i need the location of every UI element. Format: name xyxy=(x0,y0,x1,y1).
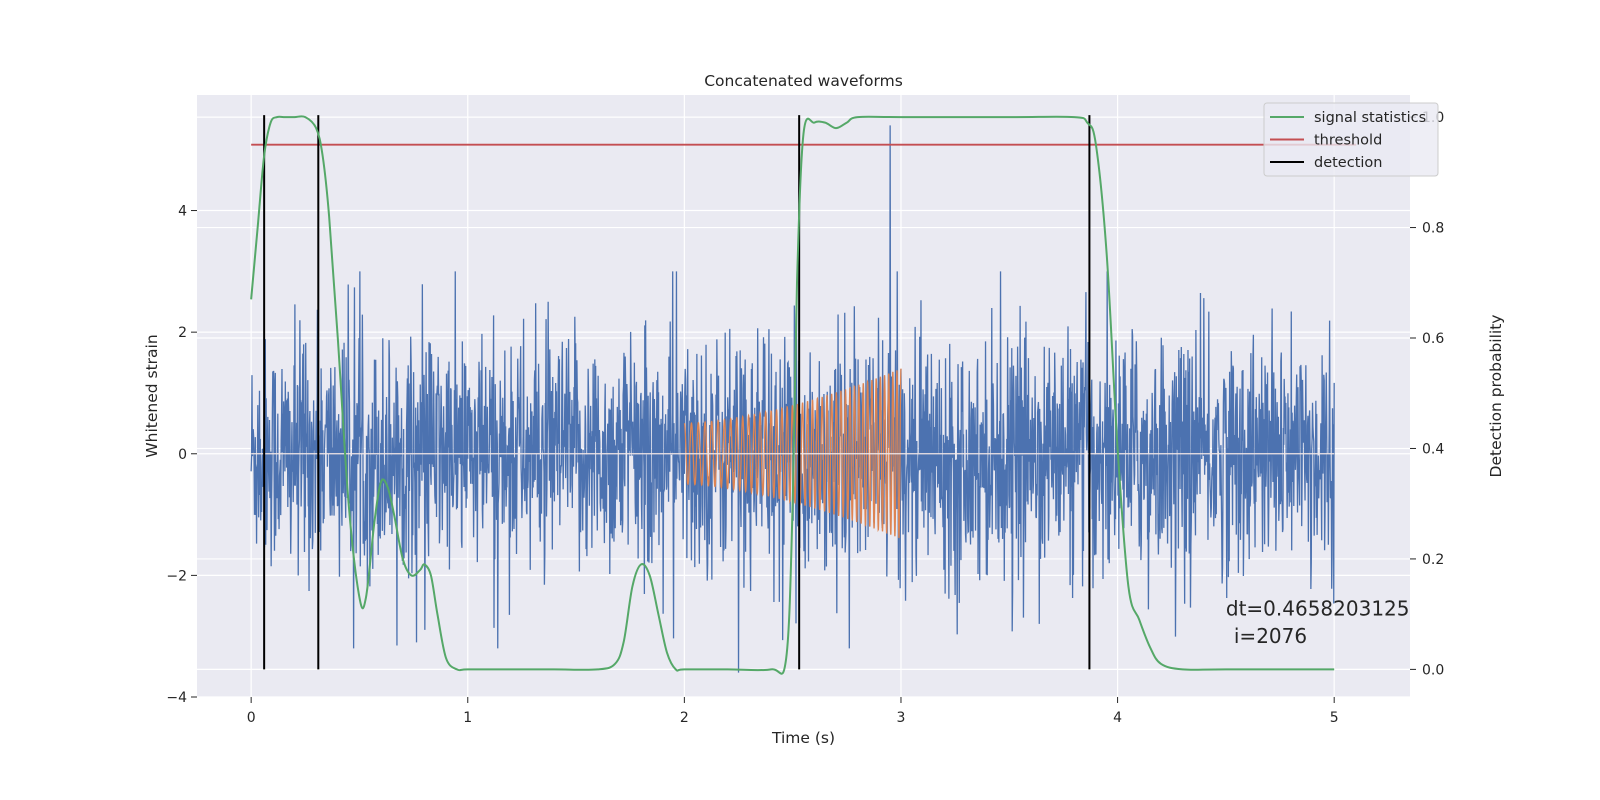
legend-box xyxy=(1263,102,1439,177)
injected-waveform-line xyxy=(683,368,902,539)
legend: signal statistics threshold detection xyxy=(1263,102,1439,177)
x-tick-label: 2 xyxy=(680,710,689,726)
y-axis-left-label: Whitened strain xyxy=(143,334,161,457)
x-axis-label: Time (s) xyxy=(771,729,835,747)
legend-label-threshold: threshold xyxy=(1314,133,1382,149)
y-right-tick-label: 0.8 xyxy=(1422,221,1444,237)
legend-label-signal-statistics: signal statistics xyxy=(1314,110,1426,126)
y-right-tick-label: 0.2 xyxy=(1422,552,1444,568)
y-left-tick-label: 0 xyxy=(178,447,187,463)
y-axis-right-label: Detection probability xyxy=(1487,315,1505,478)
y-right-tick-label: 0.4 xyxy=(1422,441,1444,457)
whitened-strain-line xyxy=(250,125,1335,673)
x-tick-label: 1 xyxy=(463,710,472,726)
y-left-tick-label: −4 xyxy=(166,690,187,706)
annotation-dt: dt=0.4658203125 xyxy=(1226,597,1410,621)
signal-statistics-series xyxy=(250,115,1335,675)
y-right-tick-label: 0.6 xyxy=(1422,331,1444,347)
x-tick-label: 4 xyxy=(1113,710,1122,726)
y-left-tick-label: 2 xyxy=(178,325,187,341)
x-tick-label: 0 xyxy=(247,710,256,726)
y-right-tick-label: 0.0 xyxy=(1422,662,1444,678)
grid-lines xyxy=(197,95,1410,698)
whitened-strain-series xyxy=(250,125,1335,673)
detection-lines xyxy=(263,115,1091,670)
y-left-tick-label: 4 xyxy=(178,204,187,220)
annotation-index: i=2076 xyxy=(1234,624,1307,648)
y-left-tick-label: −2 xyxy=(166,568,187,584)
plot-background xyxy=(197,95,1410,697)
legend-label-detection: detection xyxy=(1314,155,1382,171)
plot-area xyxy=(250,115,1357,675)
x-tick-label: 3 xyxy=(897,710,906,726)
chart-title: Concatenated waveforms xyxy=(704,72,903,90)
x-tick-label: 5 xyxy=(1330,710,1339,726)
signal-statistics-line xyxy=(250,115,1335,675)
